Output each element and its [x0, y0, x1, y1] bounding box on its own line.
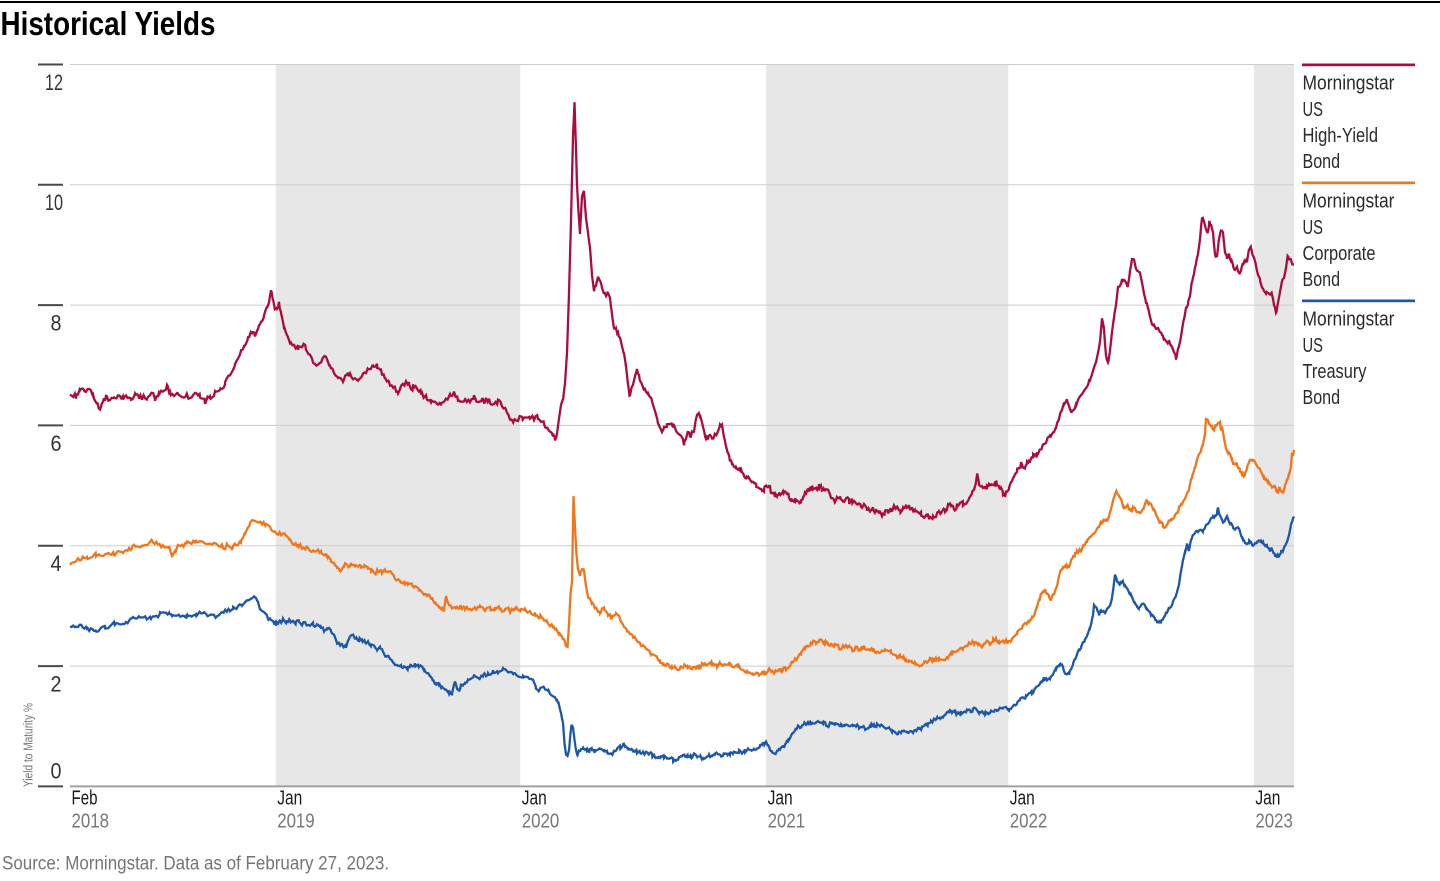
svg-text:Jan: Jan: [768, 788, 793, 810]
svg-text:Yield to Maturity %: Yield to Maturity %: [21, 703, 36, 787]
svg-text:Feb: Feb: [72, 788, 98, 810]
svg-text:2020: 2020: [522, 811, 560, 833]
svg-text:Jan: Jan: [1255, 788, 1280, 810]
svg-text:US: US: [1303, 217, 1324, 239]
svg-text:4: 4: [51, 551, 62, 576]
svg-text:Jan: Jan: [522, 788, 547, 810]
svg-text:Treasury: Treasury: [1303, 361, 1367, 383]
svg-text:6: 6: [51, 431, 62, 456]
svg-text:8: 8: [51, 311, 62, 336]
svg-text:Morningstar: Morningstar: [1303, 191, 1395, 213]
svg-text:US: US: [1303, 335, 1324, 357]
svg-text:Jan: Jan: [277, 788, 302, 810]
svg-text:Corporate: Corporate: [1303, 243, 1376, 265]
svg-text:Historical Yields: Historical Yields: [1, 5, 216, 42]
svg-text:12: 12: [45, 70, 63, 95]
svg-text:2: 2: [51, 672, 62, 697]
svg-text:US: US: [1303, 99, 1324, 121]
svg-text:10: 10: [45, 190, 63, 215]
svg-text:Bond: Bond: [1303, 151, 1341, 173]
svg-text:2022: 2022: [1010, 811, 1048, 833]
svg-text:0: 0: [51, 758, 62, 783]
svg-text:2018: 2018: [72, 811, 110, 833]
svg-text:2019: 2019: [277, 811, 315, 833]
svg-text:2023: 2023: [1255, 811, 1293, 833]
svg-text:Source: Morningstar. Data as o: Source: Morningstar. Data as of February…: [2, 854, 389, 875]
svg-text:Morningstar: Morningstar: [1303, 309, 1395, 331]
svg-text:2021: 2021: [768, 811, 806, 833]
svg-text:Jan: Jan: [1010, 788, 1035, 810]
svg-text:Morningstar: Morningstar: [1303, 73, 1395, 95]
svg-text:Bond: Bond: [1303, 387, 1341, 409]
svg-text:High-Yield: High-Yield: [1303, 125, 1379, 147]
svg-text:Bond: Bond: [1303, 269, 1341, 291]
